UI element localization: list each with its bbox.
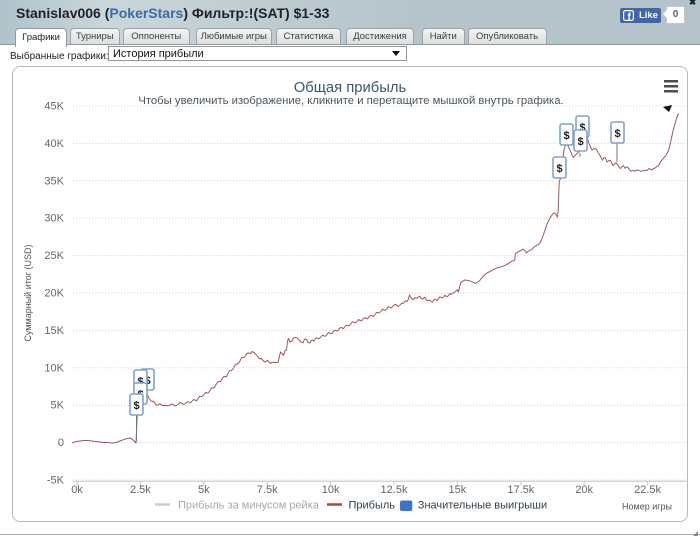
svg-text:2.5k: 2.5k [130, 484, 151, 496]
svg-text:$: $ [556, 163, 562, 175]
svg-text:7.5k: 7.5k [257, 484, 278, 496]
svg-text:-5K: -5K [47, 475, 65, 487]
svg-text:30K: 30K [44, 213, 64, 225]
svg-text:Значительные выигрыши: Значительные выигрыши [418, 500, 547, 512]
svg-text:$: $ [133, 400, 139, 412]
svg-text:Чтобы увеличить изображение, к: Чтобы увеличить изображение, кликните и … [138, 95, 563, 107]
svg-text:$: $ [579, 122, 585, 134]
svg-text:15K: 15K [44, 325, 64, 337]
svg-text:15k: 15k [449, 484, 467, 496]
svg-text:Общая прибыль: Общая прибыль [294, 80, 407, 96]
svg-text:Прибыль: Прибыль [349, 500, 396, 512]
svg-text:0: 0 [58, 437, 64, 449]
svg-text:Номер игры: Номер игры [622, 502, 672, 512]
svg-text:$: $ [577, 136, 583, 148]
svg-text:5K: 5K [51, 400, 65, 412]
svg-text:f: f [628, 12, 632, 21]
svg-text:10k: 10k [322, 484, 340, 496]
svg-text:40K: 40K [44, 138, 64, 150]
svg-text:5k: 5k [198, 484, 210, 496]
svg-text:0k: 0k [71, 484, 83, 496]
svg-text:Прибыль за минусом рейка: Прибыль за минусом рейка [178, 500, 320, 512]
svg-text:25K: 25K [44, 250, 64, 262]
svg-text:$: $ [137, 376, 143, 388]
svg-text:20k: 20k [575, 484, 593, 496]
svg-text:12.5k: 12.5k [381, 484, 408, 496]
svg-text:22.5k: 22.5k [634, 484, 661, 496]
svg-text:10K: 10K [44, 362, 64, 374]
svg-text:45K: 45K [44, 101, 64, 113]
svg-text:20K: 20K [44, 288, 64, 300]
svg-text:$: $ [614, 128, 620, 140]
svg-text:$: $ [563, 130, 569, 142]
svg-text:35K: 35K [44, 175, 64, 187]
svg-text:17.5k: 17.5k [507, 484, 534, 496]
svg-text:Суммарный итог (USD): Суммарный итог (USD) [23, 244, 33, 341]
